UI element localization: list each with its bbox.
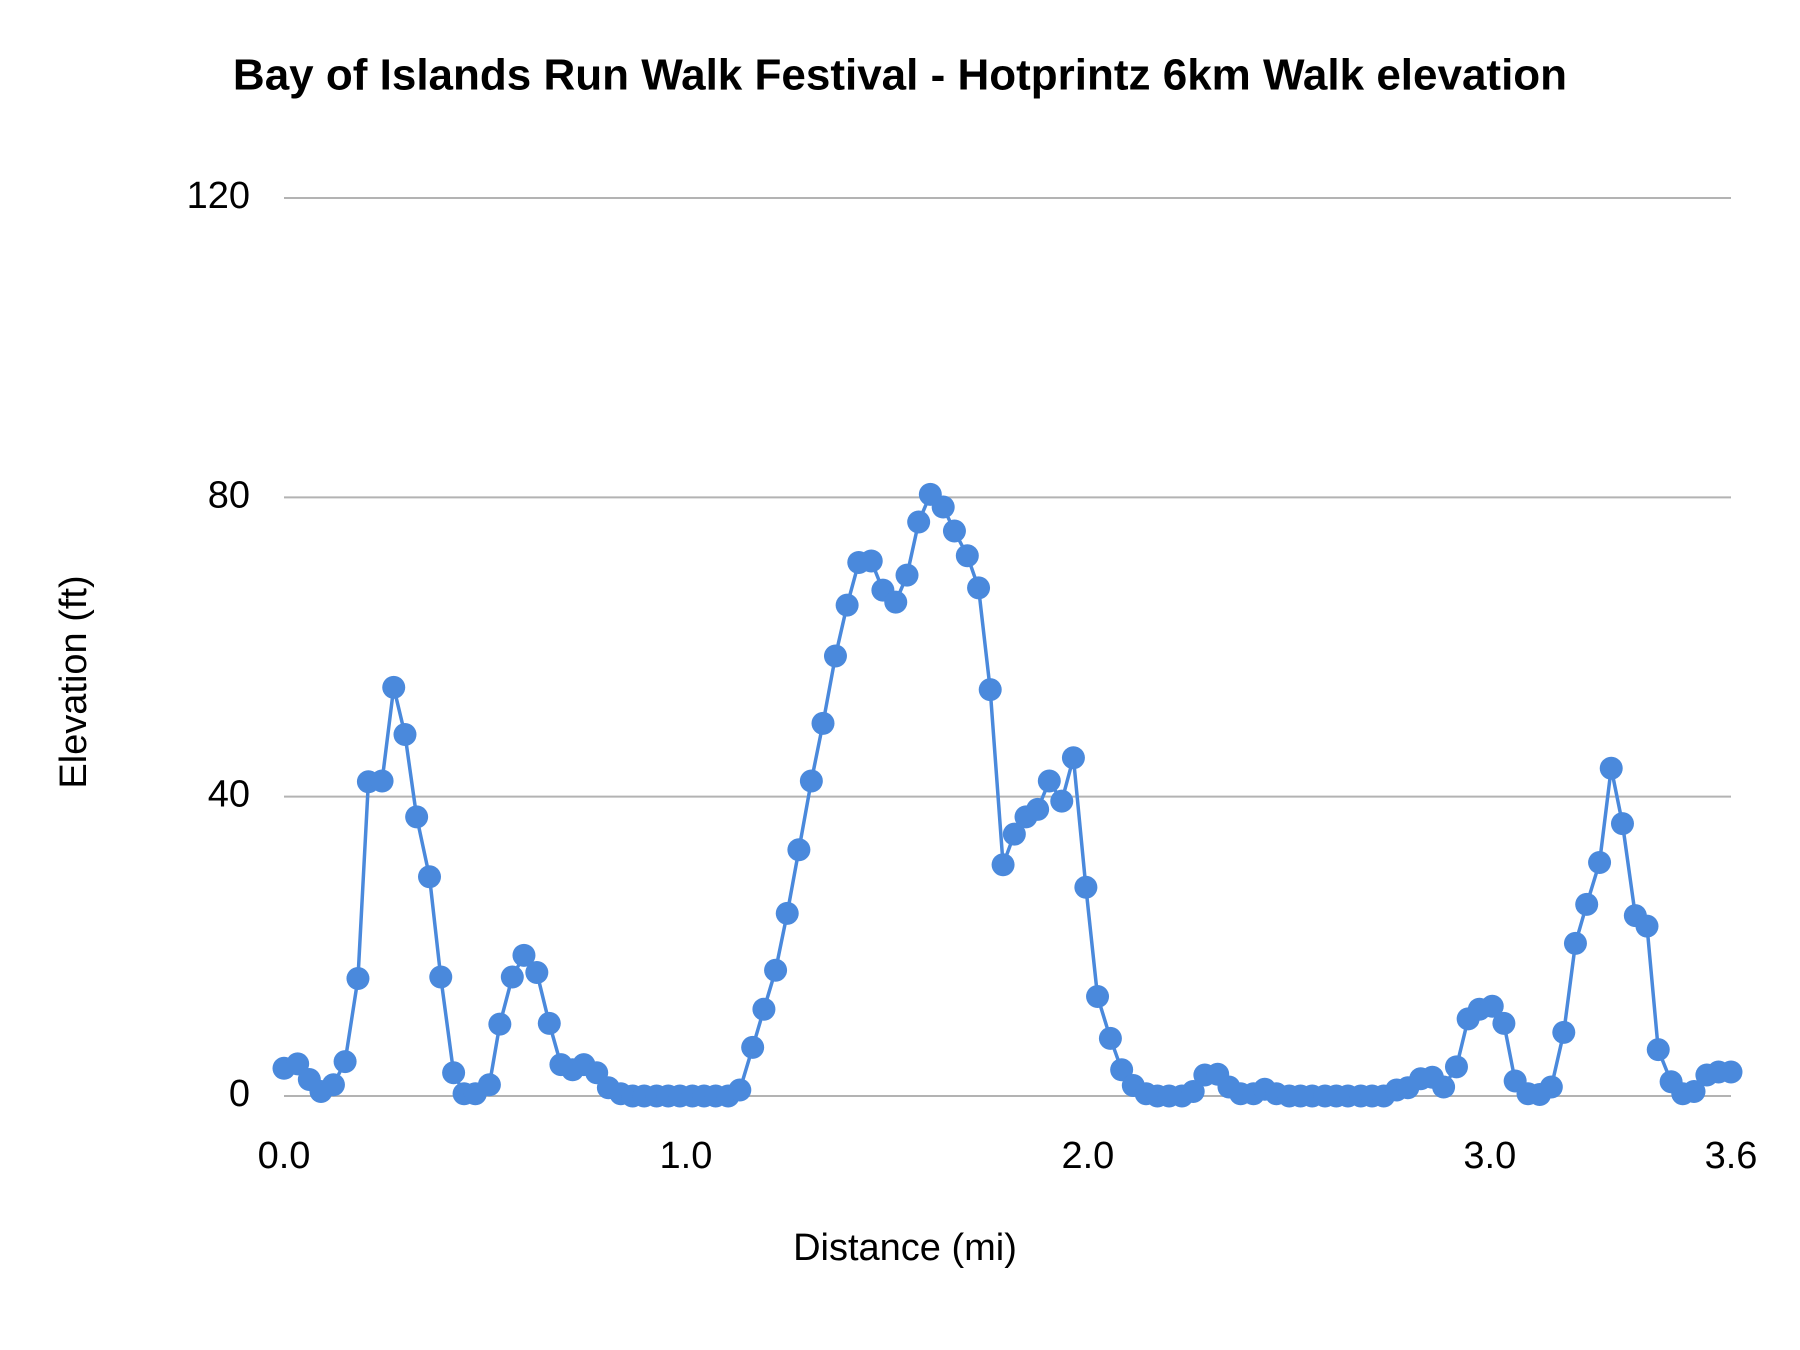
y-tick-label: 0 [229, 1073, 250, 1115]
data-point [978, 678, 1002, 702]
data-point [346, 967, 370, 991]
data-point [1110, 1058, 1134, 1082]
data-point [1037, 769, 1061, 793]
x-tick-label: 3.6 [1705, 1135, 1758, 1177]
y-tick-label: 40 [208, 774, 250, 816]
data-point [967, 576, 991, 600]
data-point [728, 1078, 752, 1102]
data-point [884, 590, 908, 614]
data-point [525, 961, 549, 985]
data-point [835, 593, 859, 617]
data-point [1610, 812, 1634, 836]
data-point [1061, 746, 1085, 770]
chart-title: Bay of Islands Run Walk Festival - Hotpr… [233, 51, 1567, 100]
data-point [537, 1011, 561, 1035]
data-point [488, 1012, 512, 1036]
data-point [393, 723, 417, 747]
data-point [1588, 851, 1612, 875]
data-point [333, 1050, 357, 1074]
data-point [787, 838, 811, 862]
data-point [418, 865, 442, 889]
data-point [370, 769, 394, 793]
data-point [1026, 797, 1050, 821]
data-point [931, 495, 955, 519]
data-point [1563, 931, 1587, 955]
data-point [811, 711, 835, 735]
data-point [775, 901, 799, 925]
data-point [1719, 1060, 1743, 1084]
x-tick-label: 2.0 [1061, 1135, 1114, 1177]
data-point [442, 1061, 466, 1085]
y-tick-label: 120 [187, 175, 250, 217]
data-point [1492, 1011, 1516, 1035]
data-point [1682, 1080, 1706, 1104]
data-point [500, 965, 524, 989]
data-point [1539, 1075, 1563, 1099]
data-point [1074, 875, 1098, 899]
data-point [1646, 1038, 1670, 1062]
x-axis-label: Distance (mi) [793, 1227, 1017, 1269]
data-point [752, 997, 776, 1021]
data-point [859, 549, 883, 573]
data-point [1480, 994, 1504, 1018]
data-point [907, 510, 931, 534]
data-point [942, 519, 966, 543]
y-tick-label: 80 [208, 474, 250, 516]
data-point [286, 1052, 310, 1076]
data-point [382, 675, 406, 699]
data-point [1432, 1075, 1456, 1099]
y-axis-label: Elevation (ft) [53, 575, 95, 788]
data-point [991, 853, 1015, 877]
data-point [1552, 1020, 1576, 1044]
data-point [799, 769, 823, 793]
x-tick-label: 0.0 [258, 1135, 311, 1177]
data-point [1002, 822, 1026, 846]
data-point [1050, 789, 1074, 813]
data-point [429, 965, 453, 989]
data-point [1086, 984, 1110, 1008]
data-point [1098, 1026, 1122, 1050]
data-point [405, 805, 429, 829]
data-point [955, 544, 979, 568]
x-tick-label: 1.0 [660, 1135, 713, 1177]
data-point [512, 943, 536, 967]
data-point [477, 1073, 501, 1097]
data-point [1635, 914, 1659, 938]
data-point [741, 1035, 765, 1059]
elevation-line [283, 491, 1731, 1098]
data-point [1599, 756, 1623, 780]
data-point [1181, 1080, 1205, 1104]
data-point [1444, 1055, 1468, 1079]
data-point [895, 563, 919, 587]
data-point [1575, 892, 1599, 916]
data-point [321, 1073, 345, 1097]
data-point [764, 958, 788, 982]
data-point [823, 644, 847, 668]
x-tick-label: 3.0 [1463, 1135, 1516, 1177]
